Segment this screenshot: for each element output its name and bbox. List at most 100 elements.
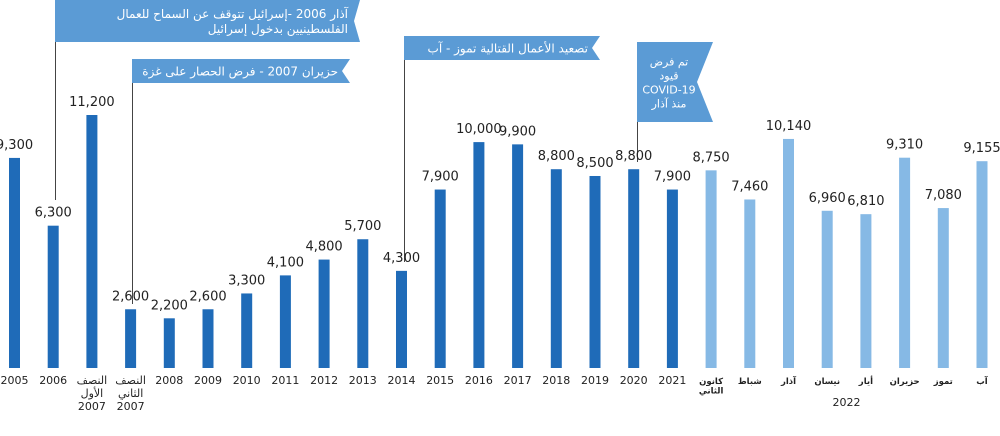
- bar: [937, 208, 949, 368]
- x-tick-label: 2009: [194, 374, 222, 387]
- x-tick-label: 2014: [388, 374, 416, 387]
- x-tick-label: كانون: [699, 377, 723, 387]
- bar: [357, 239, 369, 368]
- bar: [396, 270, 407, 368]
- x-tick-label: 2013: [349, 374, 377, 387]
- bar: [821, 210, 833, 368]
- x-tick-label: 2007: [117, 400, 145, 413]
- x-tick-label: 2016: [465, 374, 493, 387]
- bar: [976, 161, 988, 368]
- x-tick-label: 2005: [1, 374, 29, 387]
- value-label: 4,800: [305, 240, 342, 255]
- value-label: 7,460: [731, 179, 768, 194]
- bar: [666, 189, 678, 368]
- bar: [899, 157, 911, 368]
- group-label: 2022: [833, 396, 861, 409]
- bars: [9, 115, 988, 368]
- value-label: 7,900: [422, 170, 459, 185]
- bar: [860, 214, 872, 368]
- value-label: 6,810: [847, 194, 884, 209]
- x-tick-label: أيار: [858, 375, 873, 387]
- value-label: 10,000: [456, 122, 502, 137]
- x-tick-label: 2021: [658, 374, 686, 387]
- value-label: 9,900: [499, 124, 536, 139]
- annotation-text: الفلسطينيين بدخول إسرائيل: [208, 22, 348, 37]
- annotation-box: [55, 0, 360, 42]
- value-labels: 9,3006,30011,2002,6002,2002,6003,3004,10…: [0, 95, 1000, 313]
- bar: [628, 169, 640, 368]
- bar: [550, 169, 562, 368]
- x-tick-label: النصف: [115, 374, 146, 387]
- bar: [9, 157, 20, 368]
- value-label: 3,300: [228, 273, 265, 288]
- annotation-text: منذ آذار: [651, 97, 687, 111]
- value-label: 6,960: [809, 191, 846, 206]
- annotation-text: تم فرض: [650, 56, 689, 69]
- bar: [202, 309, 214, 368]
- bar: [279, 275, 291, 368]
- x-tick-label: 2018: [542, 374, 570, 387]
- value-label: 8,750: [692, 150, 729, 165]
- annotation-text: تصعيد الأعمال القتالية تموز - آب: [428, 41, 588, 57]
- x-tick-label: 2012: [310, 374, 338, 387]
- value-label: 8,800: [538, 149, 575, 164]
- x-tick-label: تموز: [933, 377, 953, 387]
- bar: [318, 259, 330, 368]
- x-tick-label: 2010: [233, 374, 261, 387]
- x-tick-label: 2011: [271, 374, 299, 387]
- bar: [512, 144, 524, 368]
- value-label: 2,600: [112, 289, 149, 304]
- value-label: 8,500: [576, 156, 613, 171]
- x-tick-label: 2015: [426, 374, 454, 387]
- value-label: 10,140: [766, 119, 812, 134]
- annotation-box: [404, 36, 600, 60]
- bar: [783, 138, 794, 368]
- value-label: 4,300: [383, 251, 420, 266]
- value-label: 6,300: [35, 206, 72, 221]
- value-label: 7,080: [925, 188, 962, 203]
- value-label: 2,600: [189, 289, 226, 304]
- x-tick-label: 2020: [620, 374, 648, 387]
- bar: [705, 170, 717, 368]
- bar: [163, 318, 175, 368]
- annotations: آذار 2006 -إسرائيل تتوقف عن السماح للعما…: [55, 0, 713, 122]
- value-label: 11,200: [69, 95, 115, 110]
- value-label: 9,310: [886, 138, 923, 153]
- bar: [241, 293, 253, 368]
- x-tick-label: الثاني: [118, 387, 143, 400]
- bar: [434, 189, 446, 368]
- bar: [86, 115, 98, 368]
- x-tick-label: 2017: [504, 374, 532, 387]
- value-label: 5,700: [344, 219, 381, 234]
- value-label: 2,200: [151, 298, 188, 313]
- annotation-text: حزيران 2007 - فرض الحصار على غزة: [142, 65, 338, 80]
- x-tick-label: النصف: [77, 374, 108, 387]
- value-label: 7,900: [654, 170, 691, 185]
- value-label: 4,100: [267, 255, 304, 270]
- value-label: 9,155: [963, 141, 1000, 156]
- value-label: 8,800: [615, 149, 652, 164]
- x-tick-label: الأول: [81, 386, 104, 400]
- x-tick-label: حزيران: [890, 377, 920, 387]
- annotation-box: [132, 59, 350, 83]
- x-tick-label: 2006: [39, 374, 67, 387]
- annotation-text: قيود: [659, 70, 678, 83]
- bar: [47, 225, 59, 368]
- annotation-text: COVID-19: [642, 84, 695, 97]
- x-tick-label: الثاني: [699, 387, 724, 397]
- bar: [744, 199, 756, 368]
- annotation-box: [637, 42, 713, 122]
- x-tick-label: آب: [976, 375, 989, 387]
- value-label: 9,300: [0, 138, 33, 153]
- annotation-text: آذار 2006 -إسرائيل تتوقف عن السماح للعما…: [117, 6, 349, 22]
- x-tick-label: آذار: [780, 375, 797, 387]
- bar: [589, 175, 601, 368]
- x-tick-label: 2007: [78, 400, 106, 413]
- bar: [125, 309, 137, 368]
- x-tick-label: نيسان: [814, 377, 840, 387]
- bar: [473, 142, 485, 368]
- x-tick-labels: 2005 2006 النصفالأول2007النصفالثاني2007200…: [1, 374, 989, 413]
- x-tick-label: 2008: [155, 374, 183, 387]
- x-tick-label: شباط: [738, 377, 762, 387]
